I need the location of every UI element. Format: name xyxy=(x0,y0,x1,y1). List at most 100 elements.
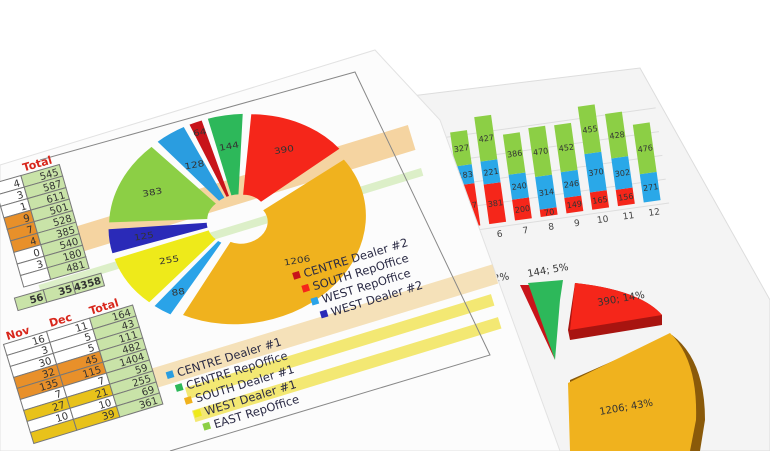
bar-value-label: 370 xyxy=(588,167,604,178)
pie-slice-label: 88 xyxy=(171,287,186,299)
pie-slice xyxy=(157,127,225,201)
pie-slice-label: 128 xyxy=(184,159,205,172)
table-cell-value: 9 xyxy=(22,213,31,225)
pie3d-slice xyxy=(520,285,555,360)
pie-slice xyxy=(108,222,208,254)
table-summary-cell xyxy=(71,272,106,295)
table-cell-value: 39 xyxy=(101,409,116,423)
table-cell-value: 7 xyxy=(26,224,35,236)
pie-slice xyxy=(183,159,366,325)
bar-segment xyxy=(584,151,607,193)
table-cell-value: 361 xyxy=(138,396,159,412)
pie-slice xyxy=(114,230,216,303)
bar-value-label: 455 xyxy=(582,124,598,135)
table-cell xyxy=(115,392,164,418)
bar-segment xyxy=(589,190,610,210)
x-tick-label: 10 xyxy=(596,215,609,227)
pie3d-slice xyxy=(570,283,662,330)
table-cell-value: 1 xyxy=(19,201,28,213)
legend-swatch xyxy=(193,408,202,418)
bar-value-label: 327 xyxy=(453,143,469,154)
table-cell-value: 3 xyxy=(16,190,25,202)
legend-swatch xyxy=(202,421,212,431)
table-cell-value: 7 xyxy=(97,376,106,388)
bar-value-label: 428 xyxy=(609,130,625,141)
bar-segment xyxy=(483,182,507,225)
pie-slice-label: 390 xyxy=(273,144,294,157)
pie-slice xyxy=(207,113,243,196)
pie-slice-label: 64 xyxy=(192,127,207,139)
table-cell-value: 5 xyxy=(83,332,92,344)
legend-swatch xyxy=(183,396,193,405)
table-cell-value: 0 xyxy=(32,247,41,259)
bar-segment xyxy=(611,156,633,190)
x-tick-label: 12 xyxy=(648,207,661,218)
pie-slice xyxy=(109,146,216,223)
pie-slice-label: 383 xyxy=(142,186,163,199)
bar-value-label: 246 xyxy=(563,179,579,190)
bar-segment xyxy=(639,171,661,203)
bar-value-label: 200 xyxy=(514,204,530,215)
table-cell-value: 4 xyxy=(29,236,38,248)
legend-swatch xyxy=(174,383,184,392)
bar-value-label: 149 xyxy=(566,199,582,210)
pie3d-slice xyxy=(528,280,563,360)
x-tick-label: 11 xyxy=(622,211,635,222)
bar-value-label: 165 xyxy=(592,195,608,206)
exploded-3d-pie-chart: 2% 144; 5%390; 14%1206; 43% xyxy=(493,262,705,451)
bar-segment xyxy=(535,174,557,210)
table-cell-value: 5 xyxy=(87,343,96,355)
bar-segment xyxy=(450,130,472,167)
bar-segment xyxy=(502,132,526,175)
bar-value-label: 70 xyxy=(544,207,555,217)
chart-frame xyxy=(39,71,491,451)
stacked-bar-chart: 4071833275381221427620024038677031447081… xyxy=(442,104,670,244)
grid-line xyxy=(456,202,670,234)
legend-swatch xyxy=(165,370,175,380)
bar-value-label: 183 xyxy=(457,170,473,181)
bar-segment xyxy=(564,195,584,214)
pie-slice-label: 1206 xyxy=(283,254,311,268)
x-tick-label: 7 xyxy=(522,226,529,237)
bar-segment xyxy=(474,114,498,162)
bar-value-label: 386 xyxy=(507,148,523,159)
table-summary-value: 56 xyxy=(28,292,44,306)
bar-segment xyxy=(577,104,602,155)
bar-value-label: 240 xyxy=(511,181,527,192)
x-tick-label: 8 xyxy=(548,222,555,233)
bar-value-label: 470 xyxy=(532,146,548,157)
bar-value-label: 302 xyxy=(614,168,630,179)
table-cell-value: 3 xyxy=(40,345,49,357)
table-cell xyxy=(46,256,90,280)
bar-segment xyxy=(512,197,532,221)
bar-segment xyxy=(539,207,558,217)
pie-slice xyxy=(189,120,229,197)
bar-segment xyxy=(508,172,529,200)
bar-value-label: 381 xyxy=(487,198,503,209)
table-cell-value: 7 xyxy=(54,389,63,401)
bar-segment xyxy=(605,111,629,159)
bar-value-label: 452 xyxy=(558,142,574,153)
bar-value-label: 314 xyxy=(538,187,554,198)
top-data-table: Total45453587161195017528438505403180481… xyxy=(0,154,106,312)
legend-swatch xyxy=(310,296,320,306)
bottom-data-table: NovDecTotal16111643543305111324548213511… xyxy=(2,296,164,445)
pie3d-slice xyxy=(568,333,697,451)
bar-value-label: 271 xyxy=(643,182,659,193)
pie-slice xyxy=(154,240,222,315)
pie-slice-label: 125 xyxy=(133,230,154,243)
legend-swatch xyxy=(292,270,301,280)
x-tick-label: 9 xyxy=(574,219,581,230)
bar-value-label: 476 xyxy=(637,143,653,154)
bar-segment xyxy=(632,122,657,175)
bar-segment xyxy=(615,187,635,207)
pie-slice-label: 255 xyxy=(158,254,179,267)
table-cell-value: 481 xyxy=(65,260,86,276)
legend-swatch xyxy=(319,309,329,319)
table-summary-value: 35 xyxy=(57,284,73,298)
bar-value-label: 156 xyxy=(618,192,634,203)
pie-slice-label: 144 xyxy=(218,140,239,153)
pie-slice xyxy=(243,114,340,202)
table-cell-value: 4 xyxy=(12,178,21,190)
